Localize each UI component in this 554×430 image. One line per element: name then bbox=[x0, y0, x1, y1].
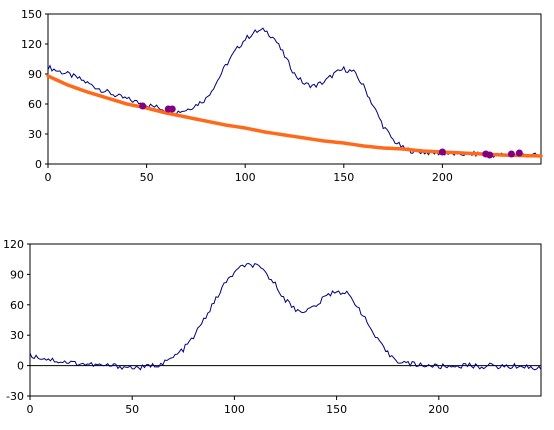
anchor-point bbox=[486, 151, 494, 159]
x-tick-label: 200 bbox=[428, 403, 449, 416]
x-tick-label: 100 bbox=[235, 171, 256, 184]
y-tick-label: 120 bbox=[21, 38, 42, 51]
y-tick-label: 60 bbox=[28, 98, 42, 111]
y-tick-label: 120 bbox=[3, 238, 24, 251]
y-tick-label: 0 bbox=[17, 360, 24, 373]
x-tick-label: 200 bbox=[432, 171, 453, 184]
x-tick-label: 100 bbox=[224, 403, 245, 416]
x-tick-label: 0 bbox=[27, 403, 34, 416]
y-tick-label: 0 bbox=[35, 158, 42, 171]
y-tick-label: 60 bbox=[10, 299, 24, 312]
baseline-fit-line bbox=[46, 74, 543, 158]
anchor-point bbox=[168, 105, 176, 113]
plot-frame bbox=[29, 243, 542, 397]
top-chart: 0 30 60 90 120 150 0 50 100 150 200 bbox=[21, 8, 543, 184]
y-tick-label: 90 bbox=[28, 68, 42, 81]
anchor-point bbox=[507, 150, 515, 158]
y-tick-label: -30 bbox=[6, 390, 24, 403]
anchor-point bbox=[515, 149, 523, 157]
plot-frame bbox=[47, 13, 542, 165]
y-tick-label: 150 bbox=[21, 8, 42, 21]
x-tick-label: 50 bbox=[140, 171, 154, 184]
y-tick-label: 30 bbox=[28, 128, 42, 141]
x-tick-label: 150 bbox=[326, 403, 347, 416]
x-tick-label: 0 bbox=[45, 171, 52, 184]
anchor-point bbox=[139, 102, 147, 110]
anchor-point bbox=[438, 148, 446, 156]
x-tick-label: 50 bbox=[125, 403, 139, 416]
corrected-signal-line bbox=[29, 262, 542, 371]
x-tick-label: 150 bbox=[333, 171, 354, 184]
y-tick-label: 90 bbox=[10, 268, 24, 281]
y-tick-label: 30 bbox=[10, 329, 24, 342]
